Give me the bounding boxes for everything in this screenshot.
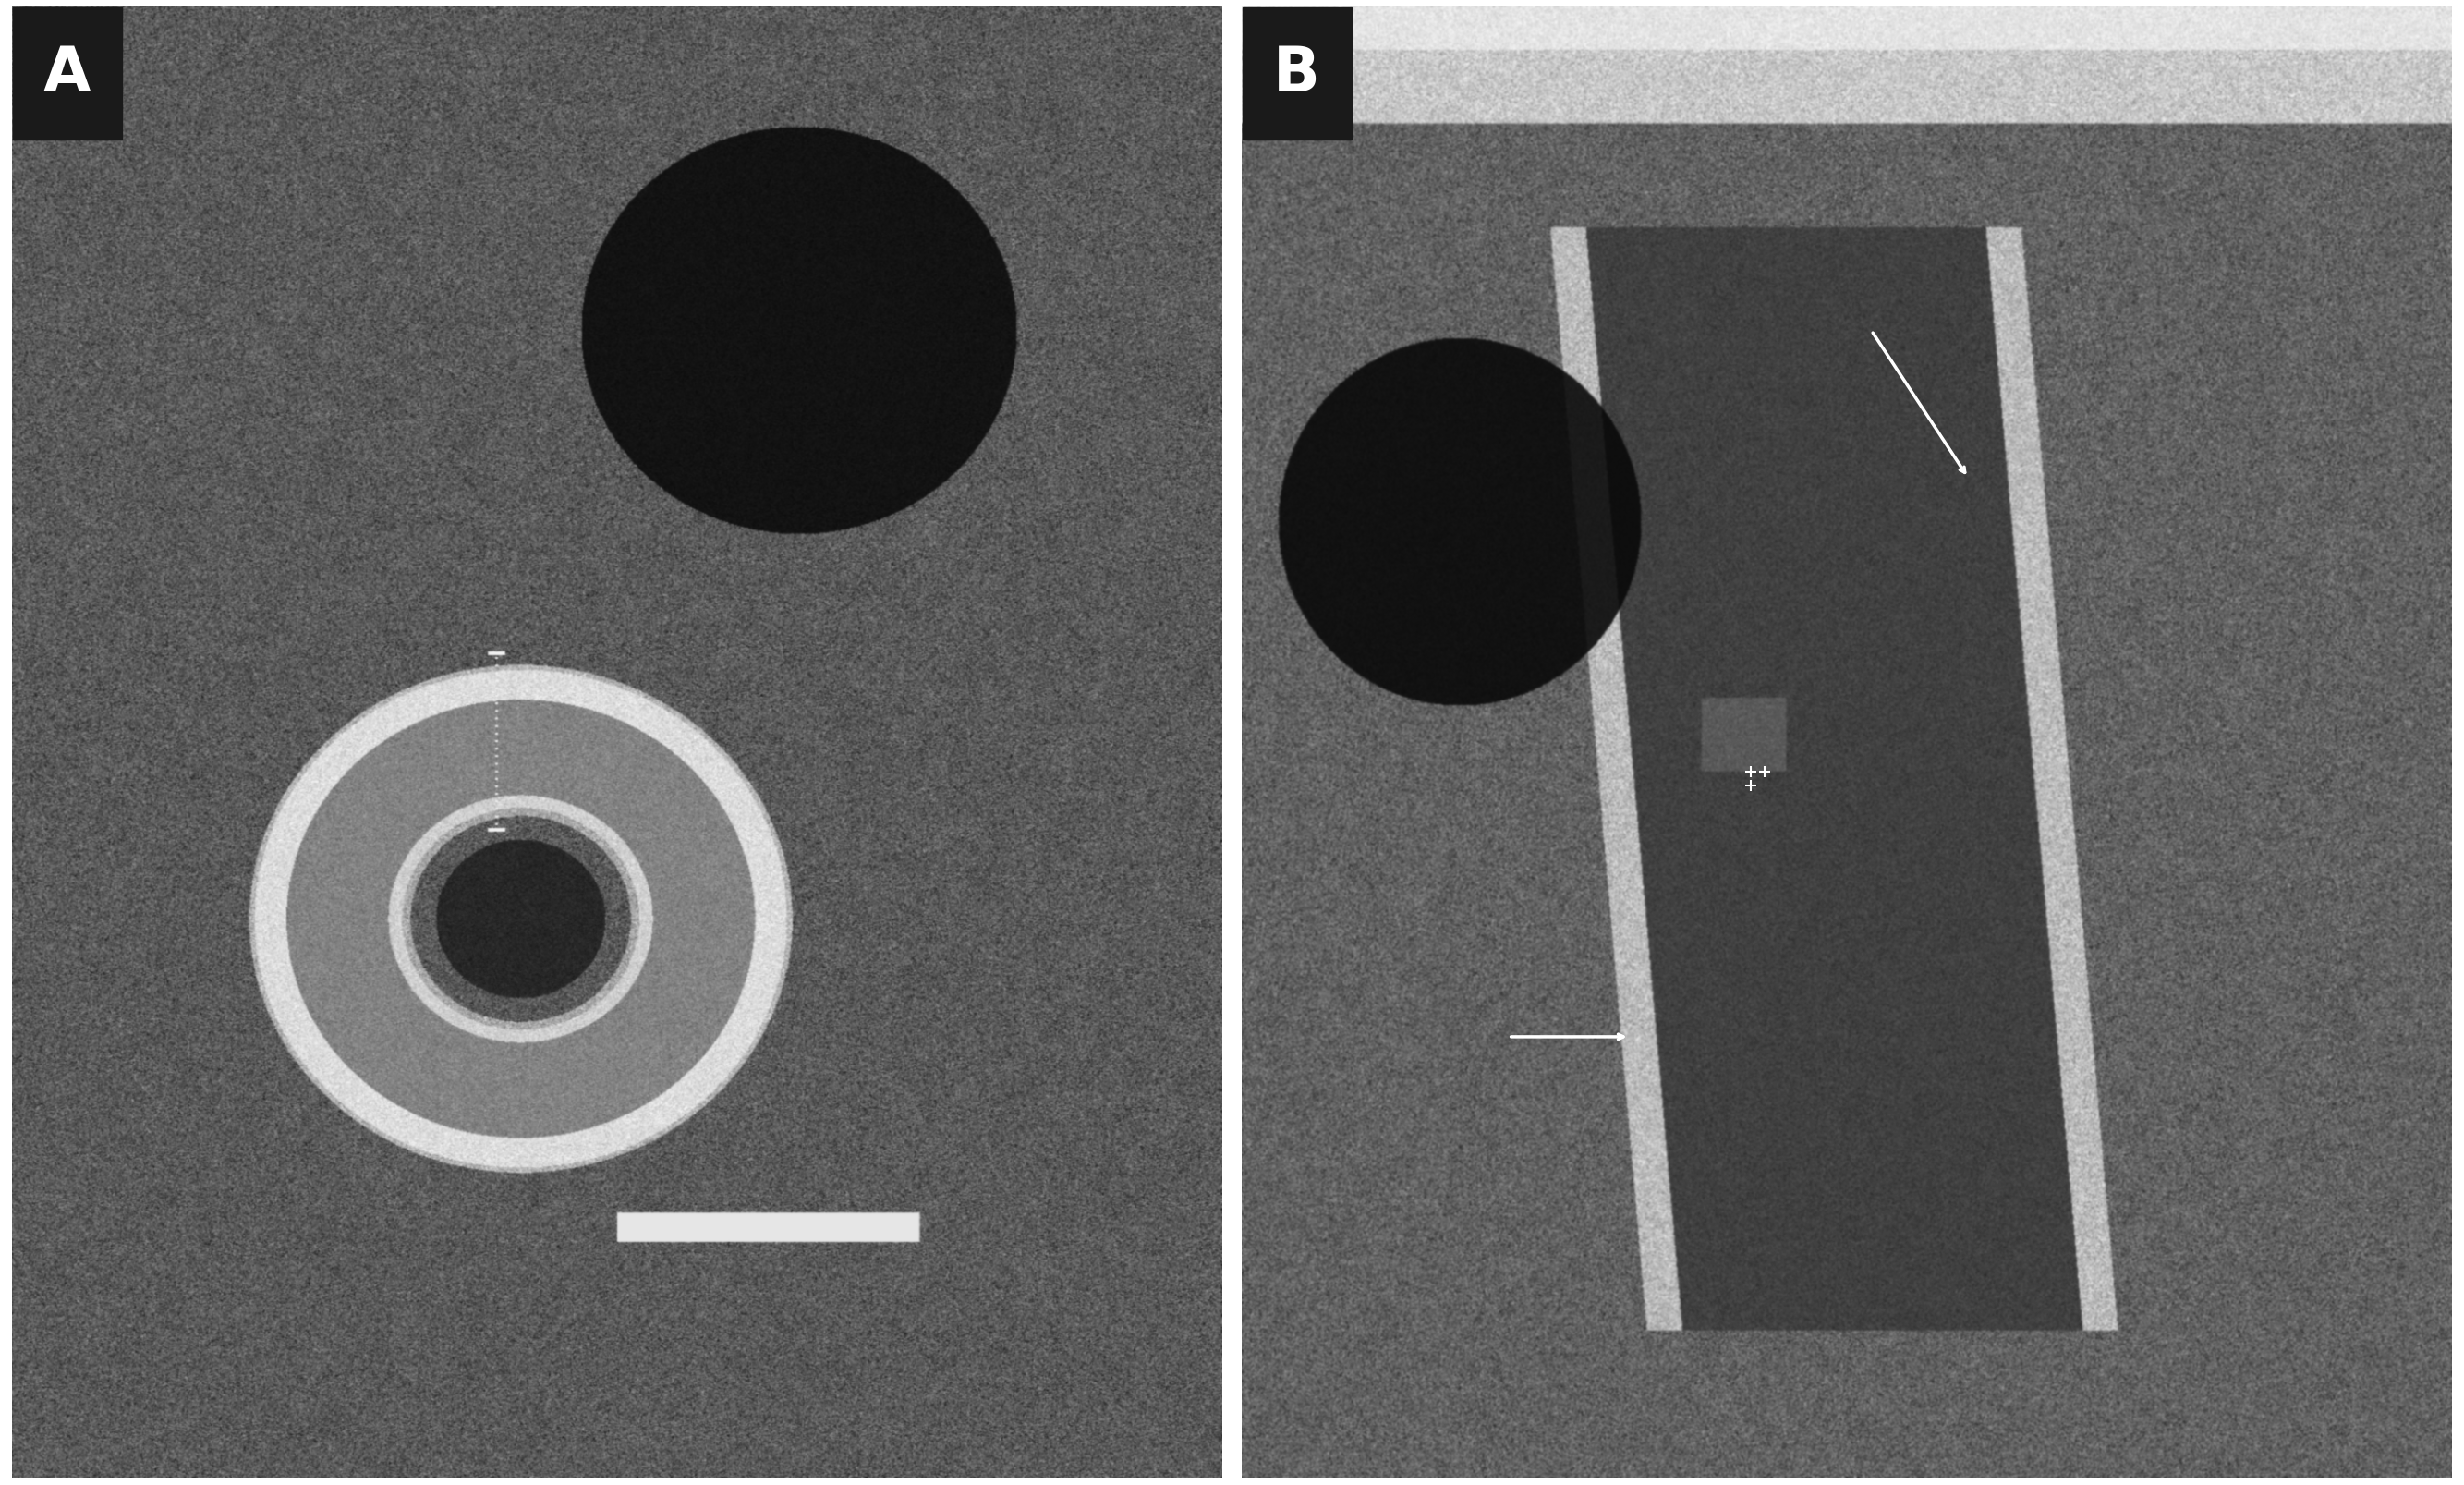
Bar: [1242, 7, 1350, 140]
Bar: [12, 7, 121, 140]
Text: B: B: [1274, 43, 1321, 104]
Text: A: A: [44, 43, 91, 104]
